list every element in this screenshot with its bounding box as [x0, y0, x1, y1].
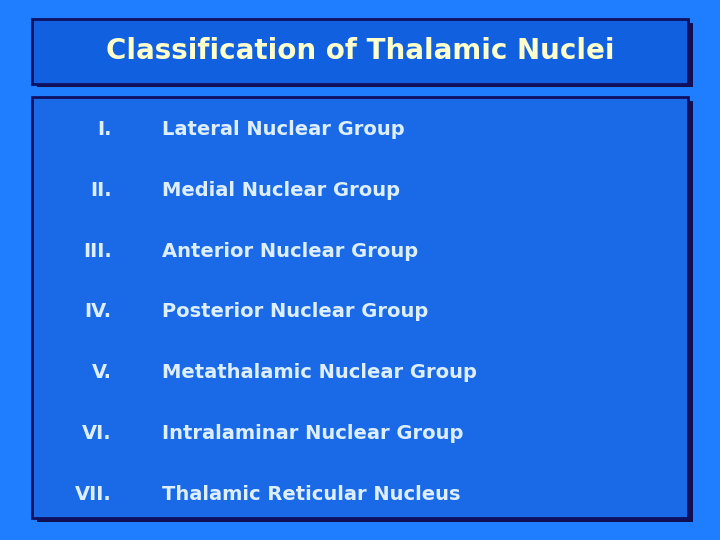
FancyBboxPatch shape [32, 97, 688, 518]
Text: Intralaminar Nuclear Group: Intralaminar Nuclear Group [162, 424, 464, 443]
Text: III.: III. [83, 241, 112, 261]
Text: I.: I. [97, 120, 112, 139]
Text: Thalamic Reticular Nucleus: Thalamic Reticular Nucleus [162, 484, 461, 504]
Text: V.: V. [91, 363, 112, 382]
FancyBboxPatch shape [32, 19, 688, 84]
Text: Anterior Nuclear Group: Anterior Nuclear Group [162, 241, 418, 261]
Text: Lateral Nuclear Group: Lateral Nuclear Group [162, 120, 405, 139]
Text: IV.: IV. [84, 302, 112, 321]
Text: II.: II. [90, 181, 112, 200]
Text: VI.: VI. [82, 424, 112, 443]
Text: Posterior Nuclear Group: Posterior Nuclear Group [162, 302, 428, 321]
Text: Medial Nuclear Group: Medial Nuclear Group [162, 181, 400, 200]
FancyBboxPatch shape [37, 101, 693, 522]
Text: VII.: VII. [75, 484, 112, 504]
Text: Classification of Thalamic Nuclei: Classification of Thalamic Nuclei [106, 37, 614, 65]
Text: Metathalamic Nuclear Group: Metathalamic Nuclear Group [162, 363, 477, 382]
FancyBboxPatch shape [37, 23, 693, 87]
